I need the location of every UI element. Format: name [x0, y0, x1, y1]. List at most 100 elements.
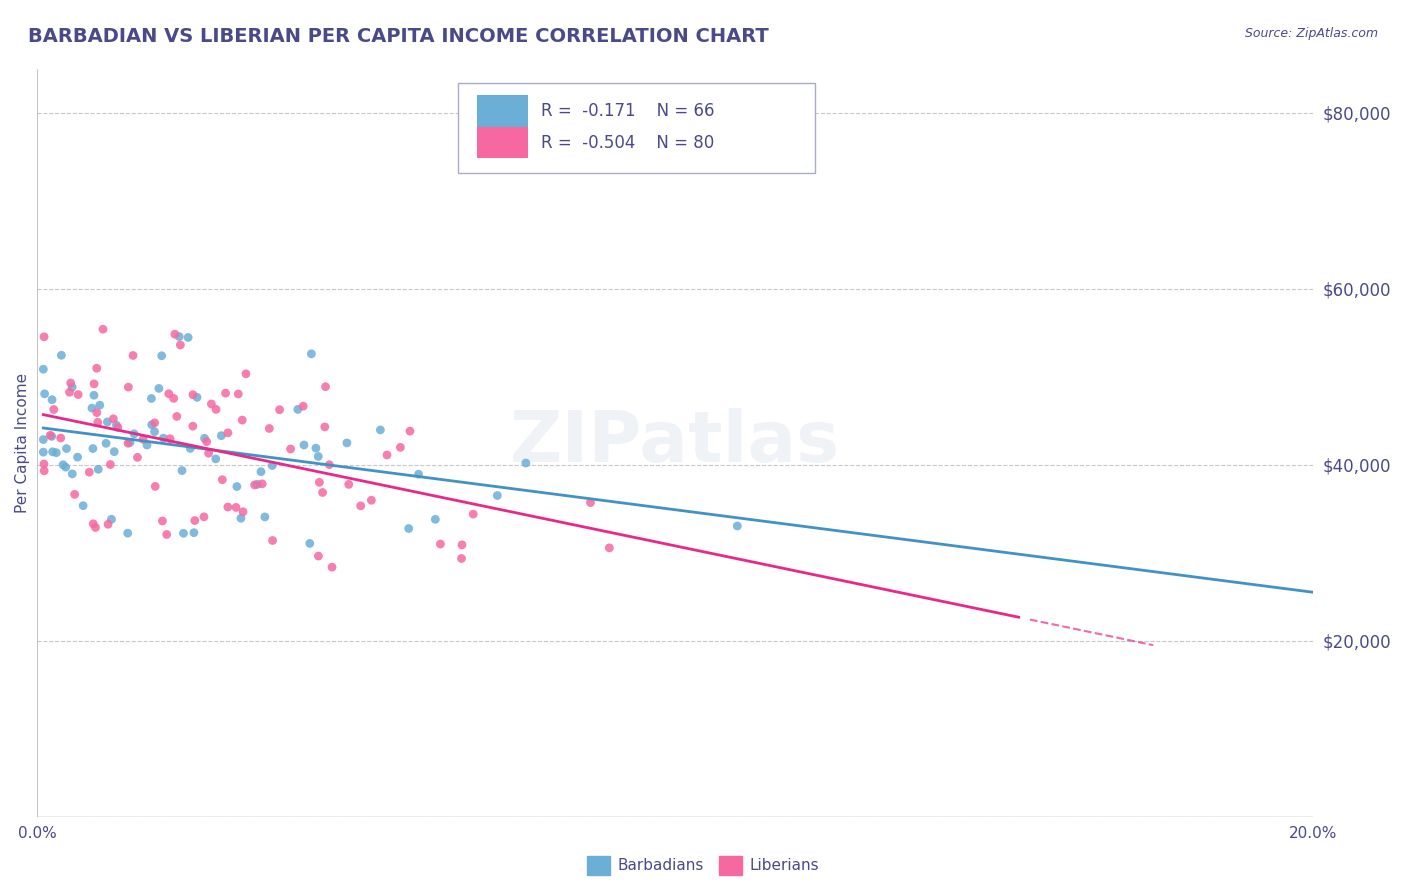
Point	[299, 347, 322, 361]
Point	[298, 536, 321, 550]
Point	[211, 473, 233, 487]
Point	[52, 458, 75, 472]
Point	[32, 362, 55, 376]
Point	[60, 467, 83, 481]
Point	[195, 434, 218, 449]
Point	[725, 519, 748, 533]
Y-axis label: Per Capita Income: Per Capita Income	[15, 373, 30, 513]
Point	[82, 516, 104, 531]
Point	[193, 431, 215, 445]
Point	[250, 476, 273, 491]
Point	[287, 402, 309, 417]
Point	[143, 479, 166, 493]
Point	[122, 426, 145, 441]
Point	[152, 514, 174, 528]
Point	[318, 458, 340, 472]
Point	[159, 432, 181, 446]
Point	[169, 338, 191, 352]
Point	[77, 465, 100, 479]
Point	[450, 551, 472, 566]
Point	[226, 387, 249, 401]
Point	[214, 386, 236, 401]
Point	[150, 349, 173, 363]
Point	[59, 376, 82, 390]
Point	[204, 451, 226, 466]
Point	[308, 475, 330, 490]
Point	[170, 464, 193, 478]
Text: Source: ZipAtlas.com: Source: ZipAtlas.com	[1244, 27, 1378, 40]
Point	[141, 392, 163, 406]
Point	[231, 413, 253, 427]
Point	[398, 521, 420, 535]
Point	[177, 330, 200, 344]
Point	[183, 525, 205, 540]
Point	[83, 388, 105, 402]
Point	[87, 415, 110, 429]
Point	[66, 450, 89, 464]
Point	[408, 467, 430, 482]
Point	[148, 381, 170, 395]
Point	[209, 428, 232, 442]
Point	[315, 379, 337, 393]
Point	[72, 499, 94, 513]
Point	[167, 329, 190, 343]
Point	[122, 348, 145, 362]
Point	[205, 402, 228, 417]
Point	[94, 436, 117, 450]
Point	[63, 487, 86, 501]
Point	[370, 423, 392, 437]
Point	[86, 406, 108, 420]
Point	[305, 441, 328, 455]
Point	[105, 418, 128, 433]
Point	[375, 448, 398, 462]
Text: R =  -0.171    N = 66: R = -0.171 N = 66	[541, 103, 714, 120]
Point	[225, 479, 247, 493]
Point	[87, 462, 110, 476]
Point	[107, 420, 129, 434]
Point	[193, 509, 215, 524]
Point	[225, 500, 247, 515]
Legend: Barbadians, Liberians: Barbadians, Liberians	[581, 850, 825, 880]
Point	[100, 512, 122, 526]
Point	[67, 387, 90, 401]
Point	[259, 421, 281, 435]
FancyBboxPatch shape	[458, 84, 815, 173]
Point	[463, 507, 485, 521]
FancyBboxPatch shape	[477, 127, 529, 158]
Text: R =  -0.504    N = 80: R = -0.504 N = 80	[541, 134, 714, 152]
Point	[598, 541, 620, 555]
Point	[350, 499, 373, 513]
Point	[55, 442, 77, 456]
Point	[80, 401, 103, 416]
Text: ZIPatlas: ZIPatlas	[510, 408, 839, 477]
Point	[117, 436, 139, 450]
Point	[389, 441, 412, 455]
Point	[84, 520, 107, 534]
Text: BARBADIAN VS LIBERIAN PER CAPITA INCOME CORRELATION CHART: BARBADIAN VS LIBERIAN PER CAPITA INCOME …	[28, 27, 769, 45]
Point	[97, 517, 120, 532]
Point	[163, 327, 186, 342]
Point	[83, 376, 105, 391]
Point	[136, 438, 159, 452]
Point	[200, 397, 222, 411]
Point	[360, 493, 382, 508]
Point	[235, 367, 257, 381]
Point	[49, 431, 72, 445]
Point	[157, 386, 180, 401]
Point	[103, 412, 125, 426]
Point	[280, 442, 302, 456]
Point	[181, 387, 204, 401]
Point	[32, 433, 55, 447]
Point	[243, 478, 266, 492]
Point	[269, 402, 291, 417]
Point	[103, 444, 125, 458]
FancyBboxPatch shape	[477, 95, 529, 127]
Point	[82, 442, 104, 456]
Point	[32, 464, 55, 478]
Point	[186, 390, 208, 404]
Point	[117, 380, 139, 394]
Point	[51, 348, 73, 362]
Point	[89, 398, 111, 412]
Point	[34, 386, 56, 401]
Point	[311, 485, 333, 500]
